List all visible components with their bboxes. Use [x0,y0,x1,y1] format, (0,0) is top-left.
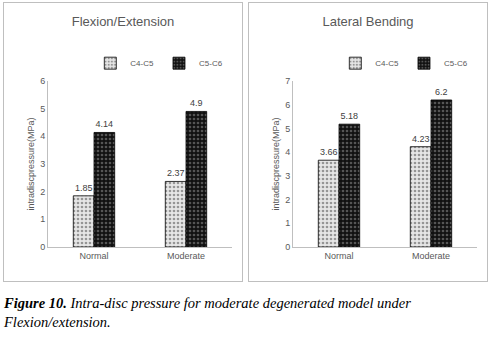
svg-text:2: 2 [40,187,45,197]
svg-text:C4-C5: C4-C5 [130,59,154,68]
svg-text:C5-C6: C5-C6 [444,59,468,68]
svg-text:1: 1 [40,214,45,224]
svg-text:Normal: Normal [324,251,353,261]
svg-text:4: 4 [285,147,290,157]
svg-text:5: 5 [40,104,45,114]
svg-text:3: 3 [285,171,290,181]
svg-text:intradiscpressure(MPa): intradiscpressure(MPa) [26,117,36,210]
svg-text:Flexion/Extension: Flexion/Extension [72,14,175,29]
svg-text:C5-C6: C5-C6 [199,59,223,68]
svg-text:4.9: 4.9 [190,98,203,108]
svg-text:3.66: 3.66 [320,147,338,157]
svg-text:6.2: 6.2 [435,87,448,97]
svg-text:Normal: Normal [79,251,108,261]
svg-text:6: 6 [285,100,290,110]
svg-text:intradiscpressure(MPa): intradiscpressure(MPa) [271,117,281,210]
svg-text:Lateral Bending: Lateral Bending [322,14,413,29]
svg-text:5: 5 [285,124,290,134]
svg-text:0: 0 [285,242,290,252]
svg-text:7: 7 [285,76,290,86]
svg-text:Moderate: Moderate [167,251,205,261]
svg-text:6: 6 [40,76,45,86]
svg-text:1: 1 [285,218,290,228]
svg-text:Moderate: Moderate [412,251,450,261]
svg-text:4: 4 [40,131,45,141]
svg-text:1.85: 1.85 [75,183,93,193]
svg-text:2: 2 [285,195,290,205]
svg-text:0: 0 [40,242,45,252]
svg-text:4.14: 4.14 [96,119,114,129]
svg-text:C4-C5: C4-C5 [375,59,399,68]
svg-text:4.23: 4.23 [412,134,430,144]
html-text:Figure 10. Intra-disc pressure: Figure 10. Intra-disc pressure for moder… [4,295,411,330]
svg-text:2.37: 2.37 [167,168,185,178]
svg-text:5.18: 5.18 [341,111,359,121]
svg-text:3: 3 [40,159,45,169]
